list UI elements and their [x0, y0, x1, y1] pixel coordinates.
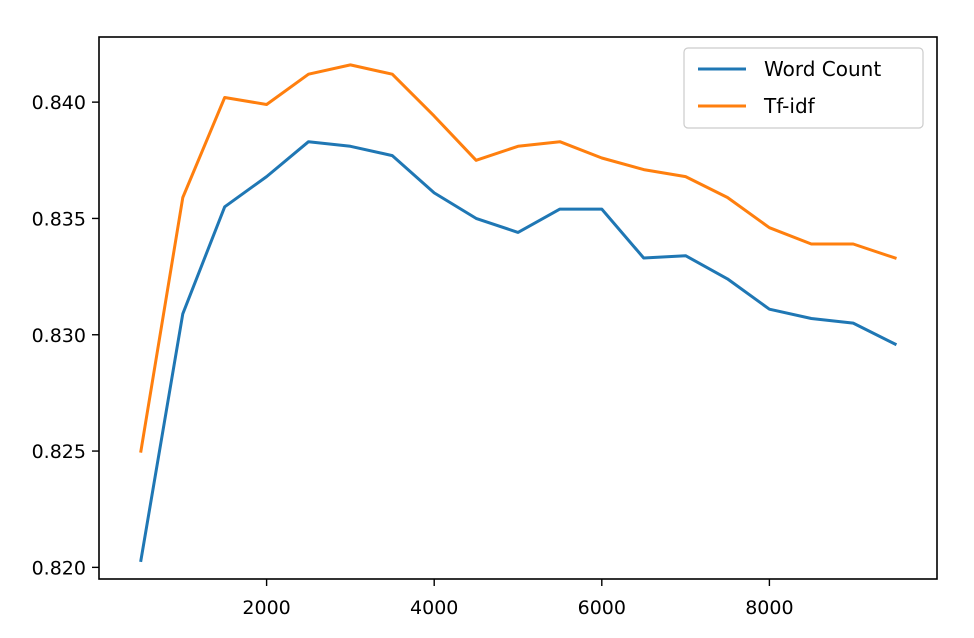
y-tick-label: 0.830	[32, 325, 86, 347]
legend-label-word-count: Word Count	[764, 57, 881, 81]
series-line-word-count	[139, 140, 898, 563]
x-tick-label: 6000	[578, 597, 626, 619]
x-axis: 2000 4000 6000 8000	[242, 579, 794, 619]
y-tick-label: 0.820	[32, 557, 86, 579]
y-tick-label: 0.840	[32, 92, 86, 114]
y-axis: 0.820 0.825 0.830 0.835 0.840	[32, 92, 99, 579]
y-tick-label: 0.835	[32, 208, 86, 230]
series-layer	[139, 63, 898, 563]
plot-frame	[98, 36, 938, 580]
x-tick-label: 2000	[242, 597, 290, 619]
y-tick-label: 0.825	[32, 441, 86, 463]
legend: Word Count Tf-idf	[683, 47, 924, 129]
legend-label-tf-idf: Tf-idf	[763, 94, 816, 118]
x-tick-label: 8000	[745, 597, 793, 619]
series-line-tf-idf	[139, 63, 897, 453]
x-tick-label: 4000	[410, 597, 458, 619]
